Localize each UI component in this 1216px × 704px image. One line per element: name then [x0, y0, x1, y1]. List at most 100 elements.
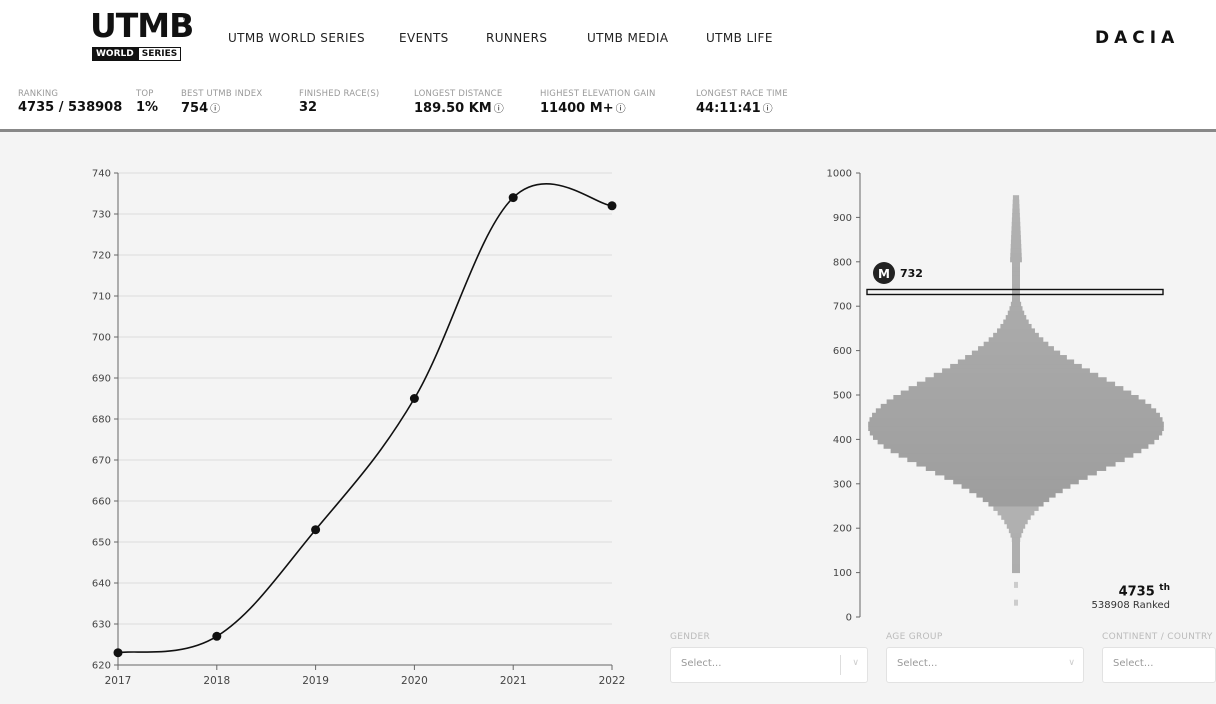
distribution-bar: [1010, 257, 1022, 263]
info-icon[interactable]: ⓘ: [762, 104, 773, 115]
info-icon[interactable]: ⓘ: [615, 104, 626, 115]
distribution-bar: [868, 426, 1164, 432]
y-tick-label: 200: [833, 524, 852, 535]
y-tick-label: 700: [92, 333, 111, 344]
stat-best-utmb-index: BEST UTMB INDEX 754 ⓘ: [181, 89, 262, 116]
stat-longest-race-time: LONGEST RACE TIME 44:11:41 ⓘ: [696, 89, 788, 116]
distribution-bar: [1010, 532, 1022, 538]
index-series-line: [117, 183, 613, 654]
distribution-bar: [1012, 266, 1020, 272]
select-value: Select...: [1113, 658, 1154, 669]
top-navigation-bar: UTMB ® WORLD SERIES UTMB WORLD SERIES EV…: [0, 0, 1216, 74]
runner-stats-bar: RANKING 4735 / 538908 TOP 1% BEST UTMB I…: [0, 74, 1216, 132]
nav-events[interactable]: EVENTS: [399, 31, 449, 45]
y-tick-label: 630: [92, 620, 111, 631]
distribution-bar: [944, 474, 1088, 480]
utmb-world-series-logo[interactable]: UTMB ® WORLD SERIES: [90, 6, 194, 64]
stat-value: 4735 / 538908: [18, 100, 122, 115]
distribution-bar: [965, 355, 1067, 360]
distribution-tail-mark: [1014, 599, 1018, 606]
distribution-bar: [997, 328, 1035, 334]
stat-label: RANKING: [18, 89, 59, 99]
distribution-bar: [1004, 519, 1028, 525]
data-point: [607, 201, 617, 211]
filter-label: GENDER: [670, 632, 711, 642]
stat-value-text: 1%: [136, 100, 159, 115]
stat-highest-elevation-gain: HIGHEST ELEVATION GAIN 11400 M+ ⓘ: [540, 89, 656, 116]
stat-value: 1%: [136, 100, 158, 115]
y-tick-label: 600: [833, 346, 852, 357]
rank-position: 4735 th: [1060, 583, 1170, 599]
distribution-bar: [868, 421, 1164, 427]
distribution-bar: [1012, 545, 1020, 551]
distribution-bar: [1012, 195, 1020, 201]
nav-runners[interactable]: RUNNERS: [486, 31, 548, 45]
y-tick-label: 650: [92, 538, 111, 549]
stat-label: HIGHEST ELEVATION GAIN: [540, 89, 656, 99]
y-tick-label: 670: [92, 456, 111, 467]
gender-filter: GENDER Select... ∨: [670, 632, 868, 683]
distribution-bar: [1003, 319, 1029, 325]
stat-value-text: 32: [299, 100, 318, 115]
distribution-bar: [925, 377, 1107, 383]
x-tick-label: 2021: [500, 675, 527, 687]
stat-label: FINISHED RACE(S): [299, 89, 380, 99]
distribution-bar: [1012, 563, 1020, 569]
stat-value-text: 11400 M+: [540, 101, 614, 116]
distribution-bar: [916, 381, 1116, 387]
distribution-bar: [1011, 217, 1021, 223]
distribution-bar: [1010, 252, 1022, 258]
nav-utmb-life[interactable]: UTMB LIFE: [706, 31, 773, 45]
distribution-bar: [1012, 208, 1020, 214]
distribution-bar: [997, 510, 1035, 516]
distribution-bar: [1001, 514, 1031, 520]
distribution-bar: [880, 403, 1152, 409]
distribution-bar: [1010, 239, 1022, 245]
distribution-bar: [883, 443, 1149, 449]
stat-value-text: 189.50 KM: [414, 101, 492, 116]
distribution-bar: [942, 368, 1090, 374]
stat-value: 11400 M+ ⓘ: [540, 100, 656, 116]
distribution-bar: [976, 492, 1056, 498]
stat-value: 189.50 KM ⓘ: [414, 100, 504, 116]
distribution-bar: [1010, 248, 1022, 254]
distribution-bar: [935, 470, 1097, 476]
distribution-bar: [872, 412, 1160, 418]
distribution-bar: [916, 461, 1116, 467]
stat-label: LONGEST DISTANCE: [414, 89, 503, 99]
stat-label: BEST UTMB INDEX: [181, 89, 263, 99]
logo-subtitle: WORLD SERIES: [92, 47, 182, 61]
stat-label: LONGEST RACE TIME: [696, 89, 788, 99]
distribution-bar: [993, 332, 1039, 338]
y-tick-label: 100: [833, 568, 852, 579]
nav-utmb-world-series[interactable]: UTMB WORLD SERIES: [228, 31, 365, 45]
info-icon[interactable]: ⓘ: [210, 104, 221, 115]
distribution-bar: [988, 501, 1044, 507]
y-tick-label: 800: [833, 257, 852, 268]
y-tick-label: 720: [92, 251, 111, 262]
continent-country-filter: CONTINENT / COUNTRY Select...: [1102, 632, 1216, 683]
x-tick-label: 2022: [599, 675, 626, 687]
x-tick-label: 2018: [203, 675, 230, 687]
chevron-down-icon[interactable]: ∨: [852, 658, 859, 668]
utmb-index-history-chart: 620 630 640 650 660 670 680 690 700 710 720 730 740 2…: [0, 135, 660, 704]
gender-select[interactable]: Select... ∨: [670, 647, 868, 683]
runner-avatar-icon: [873, 261, 895, 284]
distribution-bar: [1000, 323, 1032, 329]
y-tick-label: 660: [92, 497, 111, 508]
distribution-bar: [869, 417, 1163, 423]
continent-country-select[interactable]: Select...: [1102, 647, 1216, 683]
runner-index-marker-line: [866, 288, 1164, 296]
distribution-bar: [953, 479, 1079, 485]
dacia-sponsor-logo[interactable]: DACIA: [1095, 28, 1180, 48]
distribution-bar: [875, 408, 1157, 414]
distribution-bar: [890, 448, 1142, 454]
rank-total: 538908 Ranked: [1091, 600, 1170, 612]
chevron-down-icon[interactable]: ∨: [1068, 658, 1075, 668]
stat-finished-races: FINISHED RACE(S) 32: [299, 89, 379, 115]
distribution-bar: [1012, 541, 1020, 547]
info-icon[interactable]: ⓘ: [493, 104, 504, 115]
age-group-select[interactable]: Select... ∨: [886, 647, 1084, 683]
distribution-bar: [1012, 292, 1020, 298]
nav-utmb-media[interactable]: UTMB MEDIA: [587, 31, 669, 45]
